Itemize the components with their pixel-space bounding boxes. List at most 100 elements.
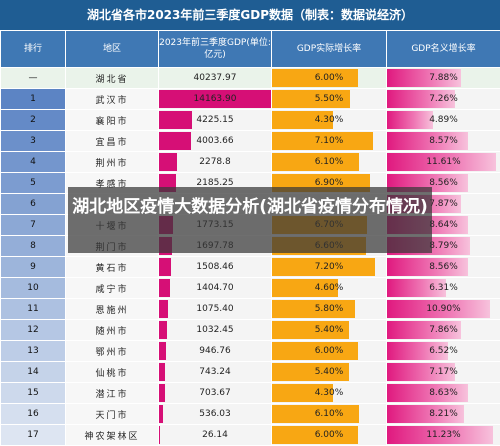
real-growth-cell-value: 6.10% <box>315 409 344 419</box>
gdp-bar <box>159 384 165 402</box>
rank-cell-value: 6 <box>30 199 36 209</box>
nominal-growth-cell: 8.21% <box>387 404 500 425</box>
rank-cell-value: 3 <box>30 136 36 146</box>
rank-cell-value: 12 <box>27 325 38 335</box>
column-header-gdp: 2023年前三季度GDP(单位:亿元) <box>159 31 272 68</box>
region-cell-value: 宜昌市 <box>95 138 128 148</box>
table-row: 2 襄阳市 4225.15 4.30% 4.89% <box>1 110 500 131</box>
nominal-growth-cell: 10.90% <box>387 299 500 320</box>
rank-cell-value: — <box>29 73 38 83</box>
real-growth-cell: 7.10% <box>272 131 387 152</box>
gdp-cell-value: 1075.40 <box>196 304 233 314</box>
rank-cell-value: 14 <box>27 367 38 377</box>
nominal-growth-cell-value: 6.52% <box>429 346 458 356</box>
region-cell: 宜昌市 <box>66 131 159 152</box>
rank-cell: 2 <box>1 110 66 131</box>
region-cell-value: 襄阳市 <box>95 117 128 127</box>
real-growth-cell: 6.00% <box>272 425 387 446</box>
real-growth-cell-value: 7.20% <box>315 262 344 272</box>
real-growth-cell: 5.40% <box>272 362 387 383</box>
region-cell: 黄石市 <box>66 257 159 278</box>
gdp-cell: 26.14 <box>159 425 272 446</box>
gdp-cell: 946.76 <box>159 341 272 362</box>
region-cell: 恩施州 <box>66 299 159 320</box>
real-growth-cell: 6.10% <box>272 404 387 425</box>
nominal-growth-cell: 7.88% <box>387 68 500 89</box>
rank-cell-value: 16 <box>27 409 38 419</box>
nominal-growth-cell: 11.61% <box>387 152 500 173</box>
gdp-cell-value: 743.24 <box>199 367 231 377</box>
real-growth-cell-value: 4.60% <box>315 283 344 293</box>
rank-cell-value: 2 <box>30 115 36 125</box>
rank-cell-value: 9 <box>30 262 36 272</box>
rank-cell: 15 <box>1 383 66 404</box>
gdp-cell-value: 946.76 <box>199 346 231 356</box>
rank-cell-value: 4 <box>30 157 36 167</box>
rank-cell-value: 15 <box>27 388 38 398</box>
nominal-growth-cell: 4.89% <box>387 110 500 131</box>
gdp-cell: 536.03 <box>159 404 272 425</box>
region-cell-value: 恩施州 <box>95 306 128 316</box>
real-growth-cell-value: 5.40% <box>315 325 344 335</box>
watermark-overlay: 湖北地区疫情大数据分析(湖北省疫情分布情况) <box>68 187 432 253</box>
real-growth-cell-value: 4.30% <box>315 115 344 125</box>
gdp-cell-value: 40237.97 <box>194 73 237 83</box>
rank-cell-value: 7 <box>30 220 36 230</box>
nominal-growth-cell: 7.86% <box>387 320 500 341</box>
region-cell-value: 荆州市 <box>95 159 128 169</box>
gdp-bar <box>159 258 171 276</box>
gdp-cell-value: 1032.45 <box>196 325 233 335</box>
nominal-growth-cell-value: 4.89% <box>429 115 458 125</box>
gdp-cell-value: 4003.66 <box>196 136 233 146</box>
rank-cell-value: 17 <box>27 430 38 440</box>
real-growth-cell: 6.10% <box>272 152 387 173</box>
rank-cell: 4 <box>1 152 66 173</box>
real-growth-cell-value: 5.40% <box>315 367 344 377</box>
rank-cell: 7 <box>1 215 66 236</box>
nominal-growth-cell: 7.26% <box>387 89 500 110</box>
gdp-cell: 1075.40 <box>159 299 272 320</box>
gdp-cell: 1508.46 <box>159 257 272 278</box>
column-header-nominal-growth: GDP名义增长率 <box>387 31 500 68</box>
rank-cell: — <box>1 68 66 89</box>
rank-cell: 9 <box>1 257 66 278</box>
region-cell: 天门市 <box>66 404 159 425</box>
region-cell-value: 随州市 <box>95 327 128 337</box>
region-cell: 湖北省 <box>66 68 159 89</box>
rank-cell-value: 10 <box>27 283 38 293</box>
region-cell: 荆州市 <box>66 152 159 173</box>
gdp-bar <box>159 342 166 360</box>
gdp-cell: 4225.15 <box>159 110 272 131</box>
rank-cell-value: 11 <box>27 304 38 314</box>
table-row: 12 随州市 1032.45 5.40% 7.86% <box>1 320 500 341</box>
nominal-growth-cell: 8.56% <box>387 257 500 278</box>
gdp-bar <box>159 279 170 297</box>
rank-cell-value: 1 <box>30 94 36 104</box>
gdp-bar <box>159 132 191 150</box>
gdp-bar <box>159 300 168 318</box>
rank-cell: 10 <box>1 278 66 299</box>
gdp-cell-value: 703.67 <box>199 388 231 398</box>
region-cell: 武汉市 <box>66 89 159 110</box>
region-cell: 咸宁市 <box>66 278 159 299</box>
rank-cell: 17 <box>1 425 66 446</box>
nominal-growth-cell: 11.23% <box>387 425 500 446</box>
real-growth-cell-value: 7.10% <box>315 136 344 146</box>
rank-cell: 8 <box>1 236 66 257</box>
nominal-growth-cell-value: 8.21% <box>429 409 458 419</box>
gdp-cell: 1032.45 <box>159 320 272 341</box>
rank-cell: 5 <box>1 173 66 194</box>
real-growth-cell-value: 5.50% <box>315 94 344 104</box>
gdp-cell-value: 1508.46 <box>196 262 233 272</box>
gdp-cell: 14163.90 <box>159 89 272 110</box>
real-growth-cell-value: 6.00% <box>315 430 344 440</box>
nominal-growth-cell: 6.31% <box>387 278 500 299</box>
gdp-cell: 2278.8 <box>159 152 272 173</box>
real-growth-cell: 5.40% <box>272 320 387 341</box>
